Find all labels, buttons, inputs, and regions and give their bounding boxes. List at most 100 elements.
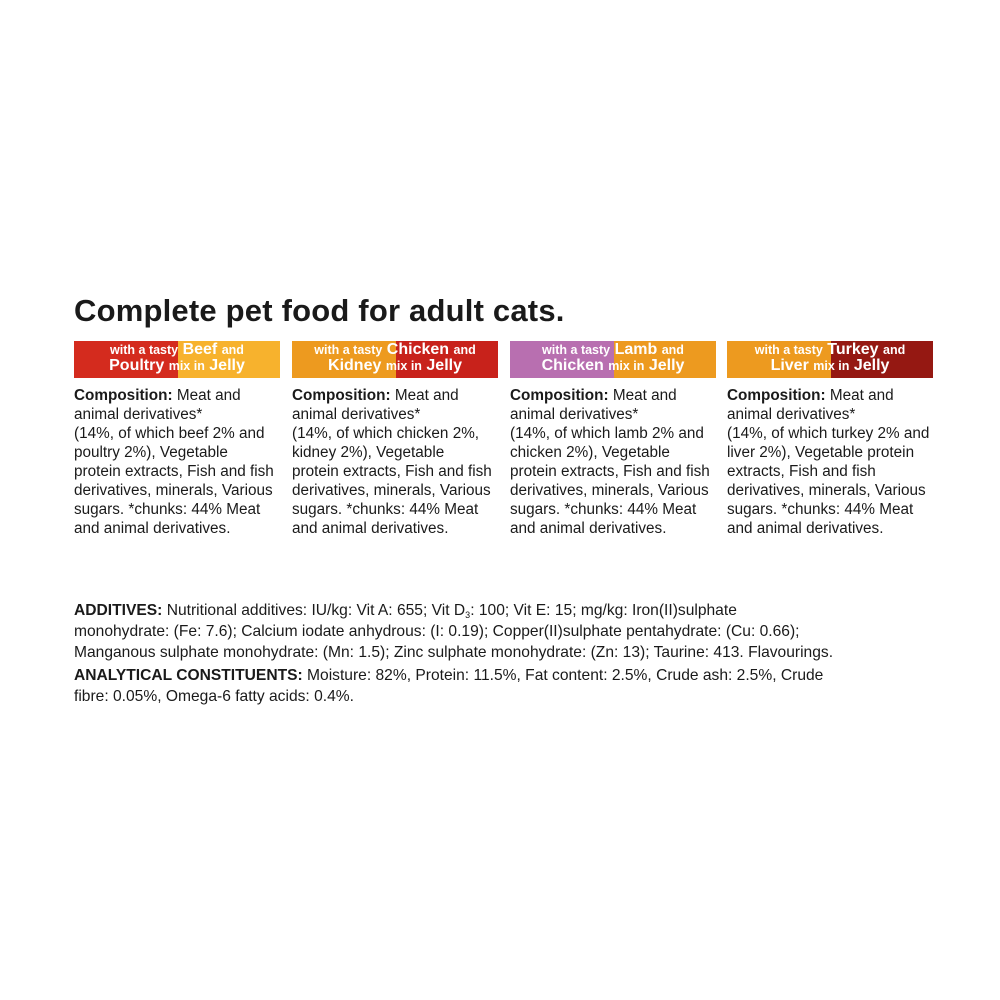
composition-line: Composition: Meat and <box>727 386 935 405</box>
additives-line-3: Manganous sulphate monohydrate: (Mn: 1.5… <box>74 644 834 661</box>
banner-left-band <box>727 341 831 378</box>
banner-text: with a tasty Beef and Poultry mix in Jel… <box>74 342 280 374</box>
banner-text-small: with a tasty <box>542 343 611 357</box>
banner-text-jelly: Jelly <box>648 357 685 374</box>
composition-text-block: Composition: Meat and animal derivatives*… <box>727 386 935 538</box>
banner-left-band <box>74 341 178 378</box>
analytical-text: Moisture: 82%, Protein: 11.5%, Fat conte… <box>302 667 824 684</box>
banner-text-small: and <box>453 343 476 357</box>
composition-line: animal derivatives* <box>292 406 421 423</box>
banner-right-band <box>614 341 716 378</box>
composition-line: sugars. *chunks: 44% Meat <box>74 501 261 518</box>
composition-label: Composition: <box>292 387 391 404</box>
banner-text-small: mix in <box>385 359 422 373</box>
banner-text-small: with a tasty <box>314 343 383 357</box>
flavour-banner: with a tasty Chicken and Kidney mix in J… <box>292 341 498 378</box>
analytical-section: ANALYTICAL CONSTITUENTS: Moisture: 82%, … <box>74 665 823 707</box>
composition-line: liver 2%), Vegetable protein <box>727 444 915 461</box>
composition-line: poultry 2%), Vegetable <box>74 444 228 461</box>
banner-text-small: mix in <box>168 359 205 373</box>
composition-text: Meat and <box>390 387 459 404</box>
composition-line: Composition: Meat and <box>74 386 282 405</box>
banner-text-flavour: Turkey <box>827 341 879 358</box>
additives-line-2: monohydrate: (Fe: 7.6); Calcium iodate a… <box>74 623 800 640</box>
banner-text-flavour: Poultry <box>109 357 165 374</box>
product-card: with a tasty Beef and Poultry mix in Jel… <box>74 341 282 538</box>
additives-text: Nutritional additives: IU/kg: Vit A: 655… <box>162 602 466 619</box>
banner-right-band <box>831 341 933 378</box>
flavour-banner: with a tasty Turkey and Liver mix in Jel… <box>727 341 933 378</box>
composition-line: Composition: Meat and <box>510 386 718 405</box>
banner-text: with a tasty Chicken and Kidney mix in J… <box>292 342 498 374</box>
composition-line: animal derivatives* <box>727 406 856 423</box>
banner-text-flavour: Lamb <box>614 341 658 358</box>
analytical-label: ANALYTICAL CONSTITUENTS: <box>74 667 303 684</box>
composition-label: Composition: <box>510 387 609 404</box>
composition-line: extracts, Fish and fish <box>727 463 876 480</box>
banner-text-jelly: Jelly <box>426 357 462 374</box>
composition-line: animal derivatives* <box>510 406 639 423</box>
composition-line: (14%, of which chicken 2%, <box>292 425 480 442</box>
composition-text-block: Composition: Meat and animal derivatives*… <box>292 386 500 538</box>
composition-line: derivatives, minerals, Various <box>74 482 273 499</box>
banner-text-small: and <box>883 343 906 357</box>
banner-text: with a tasty Turkey and Liver mix in Jel… <box>727 342 933 374</box>
subscript: 3 <box>465 610 471 620</box>
banner-text-flavour: Beef <box>182 341 218 358</box>
composition-text: Meat and <box>825 387 894 404</box>
composition-line: Composition: Meat and <box>292 386 500 405</box>
composition-line: protein extracts, Fish and fish <box>74 463 274 480</box>
product-card: with a tasty Turkey and Liver mix in Jel… <box>727 341 935 538</box>
composition-line: kidney 2%), Vegetable <box>292 444 445 461</box>
composition-line: derivatives, minerals, Various <box>292 482 491 499</box>
composition-line: (14%, of which turkey 2% and <box>727 425 930 442</box>
additives-text: : 100; Vit E: 15; mg/kg: Iron(II)sulphat… <box>470 602 737 619</box>
composition-line: derivatives, minerals, Various <box>510 482 709 499</box>
additives-label: ADDITIVES: <box>74 602 163 619</box>
flavour-banner: with a tasty Beef and Poultry mix in Jel… <box>74 341 280 378</box>
product-card: with a tasty Chicken and Kidney mix in J… <box>292 341 500 538</box>
page-title: Complete pet food for adult cats. <box>74 293 565 328</box>
composition-label: Composition: <box>727 387 826 404</box>
banner-text-jelly: Jelly <box>853 357 890 374</box>
banner-text-small: with a tasty <box>754 343 823 357</box>
composition-label: Composition: <box>74 387 173 404</box>
additives-line-1: ADDITIVES: Nutritional additives: IU/kg:… <box>74 600 833 621</box>
banner-right-band <box>396 341 498 378</box>
composition-text-block: Composition: Meat and animal derivatives*… <box>74 386 282 538</box>
composition-line: sugars. *chunks: 44% Meat <box>727 501 914 518</box>
composition-line: protein extracts, Fish and fish <box>510 463 710 480</box>
banner-left-band <box>292 341 396 378</box>
banner-text-small: and <box>221 343 244 357</box>
composition-line: (14%, of which beef 2% and <box>74 425 265 442</box>
composition-text: Meat and <box>608 387 677 404</box>
banner-text-flavour: Chicken <box>541 357 604 374</box>
banner-text-flavour: Chicken <box>386 341 450 358</box>
analytical-line-1: ANALYTICAL CONSTITUENTS: Moisture: 82%, … <box>74 665 823 686</box>
composition-line: animal derivatives* <box>74 406 203 423</box>
composition-line: protein extracts, Fish and fish <box>292 463 492 480</box>
banner-left-band <box>510 341 614 378</box>
banner-text-small: mix in <box>813 359 850 373</box>
composition-line: sugars. *chunks: 44% Meat <box>510 501 697 518</box>
composition-text-block: Composition: Meat and animal derivatives*… <box>510 386 718 538</box>
composition-line: and animal derivatives. <box>292 520 449 537</box>
banner-text: with a tasty Lamb and Chicken mix in Jel… <box>510 342 716 374</box>
composition-line: and animal derivatives. <box>74 520 231 537</box>
composition-line: sugars. *chunks: 44% Meat <box>292 501 479 518</box>
banner-text-small: and <box>661 343 684 357</box>
analytical-line-2: fibre: 0.05%, Omega-6 fatty acids: 0.4%. <box>74 688 354 705</box>
composition-line: and animal derivatives. <box>510 520 667 537</box>
banner-text-jelly: Jelly <box>209 357 245 374</box>
composition-line: chicken 2%), Vegetable <box>510 444 670 461</box>
composition-line: derivatives, minerals, Various <box>727 482 926 499</box>
additives-section: ADDITIVES: Nutritional additives: IU/kg:… <box>74 600 833 663</box>
flavour-banner: with a tasty Lamb and Chicken mix in Jel… <box>510 341 716 378</box>
banner-text-flavour: Kidney <box>328 357 382 374</box>
banner-right-band <box>178 341 280 378</box>
banner-text-small: mix in <box>608 359 645 373</box>
composition-text: Meat and <box>172 387 241 404</box>
composition-line: and animal derivatives. <box>727 520 884 537</box>
product-card: with a tasty Lamb and Chicken mix in Jel… <box>510 341 718 538</box>
banner-text-small: with a tasty <box>110 343 179 357</box>
